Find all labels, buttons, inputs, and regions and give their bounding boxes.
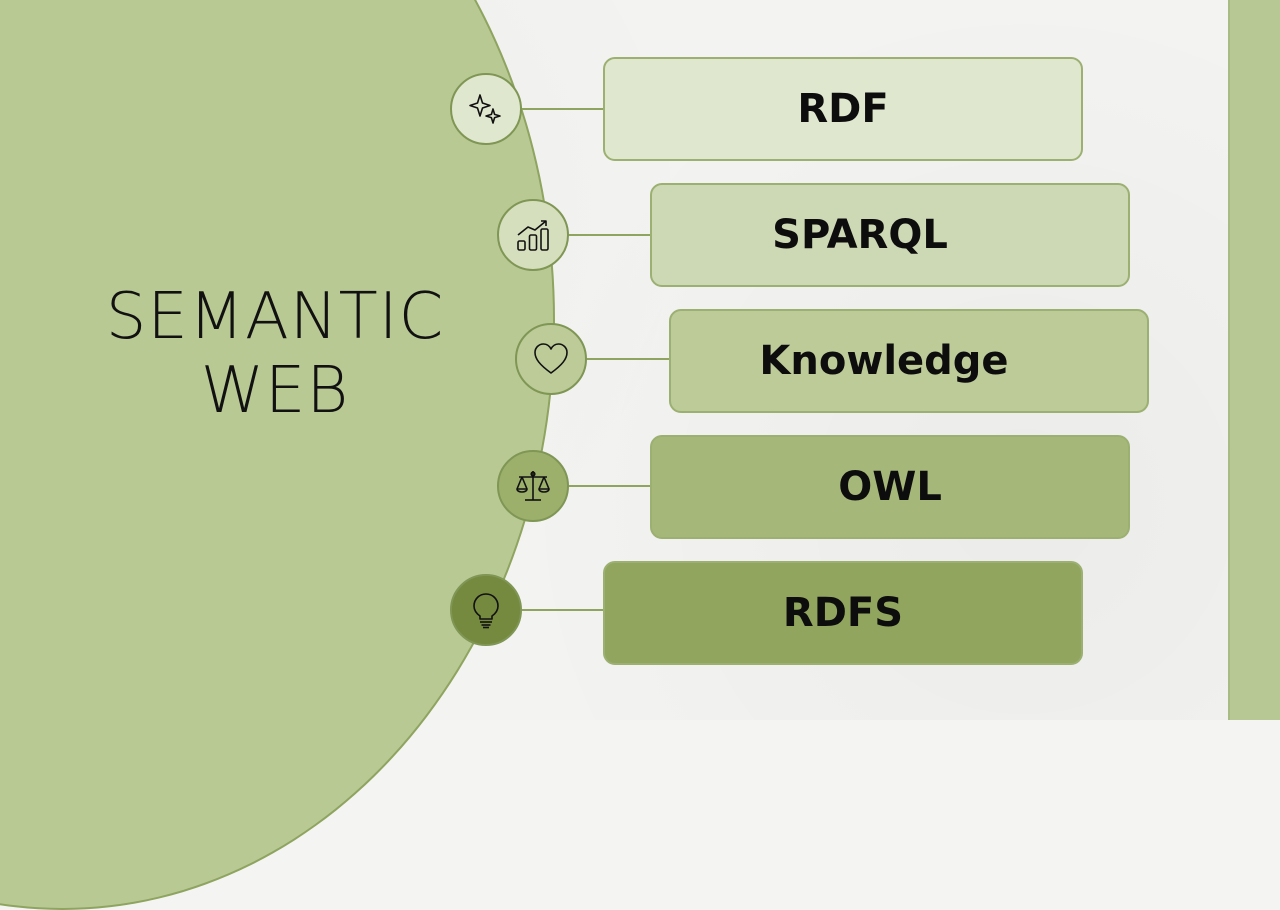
growth-chart-icon <box>517 220 549 251</box>
pill-label: SPARQL <box>772 212 948 258</box>
pill-label: RDF <box>797 86 889 132</box>
pill-label: Knowledge <box>759 338 1009 384</box>
lightbulb-icon <box>473 593 499 629</box>
scales-icon <box>516 471 550 501</box>
pill-rdf: RDF <box>603 57 1083 161</box>
heart-icon <box>534 343 568 374</box>
node-rdfs <box>450 574 522 646</box>
node-owl <box>497 450 569 522</box>
accent-band <box>1228 0 1280 720</box>
connector-owl <box>568 485 652 487</box>
pill-label: RDFS <box>782 590 904 636</box>
diagram-title: SEMANTIC WEB <box>60 280 490 428</box>
connector-sparql <box>568 234 652 236</box>
sparkles-icon <box>469 94 501 124</box>
title-line-1: SEMANTIC <box>105 280 445 354</box>
connector-rdf <box>522 108 604 110</box>
node-knowledge <box>515 323 587 395</box>
node-sparql <box>497 199 569 271</box>
title-line-2: WEB <box>200 354 350 428</box>
pill-sparql: SPARQL <box>650 183 1130 287</box>
connector-knowledge <box>586 358 670 360</box>
pill-knowledge: Knowledge <box>669 309 1149 413</box>
pill-rdfs: RDFS <box>603 561 1083 665</box>
pill-label: OWL <box>838 464 942 510</box>
pill-owl: OWL <box>650 435 1130 539</box>
node-rdf <box>450 73 522 145</box>
connector-rdfs <box>522 609 604 611</box>
